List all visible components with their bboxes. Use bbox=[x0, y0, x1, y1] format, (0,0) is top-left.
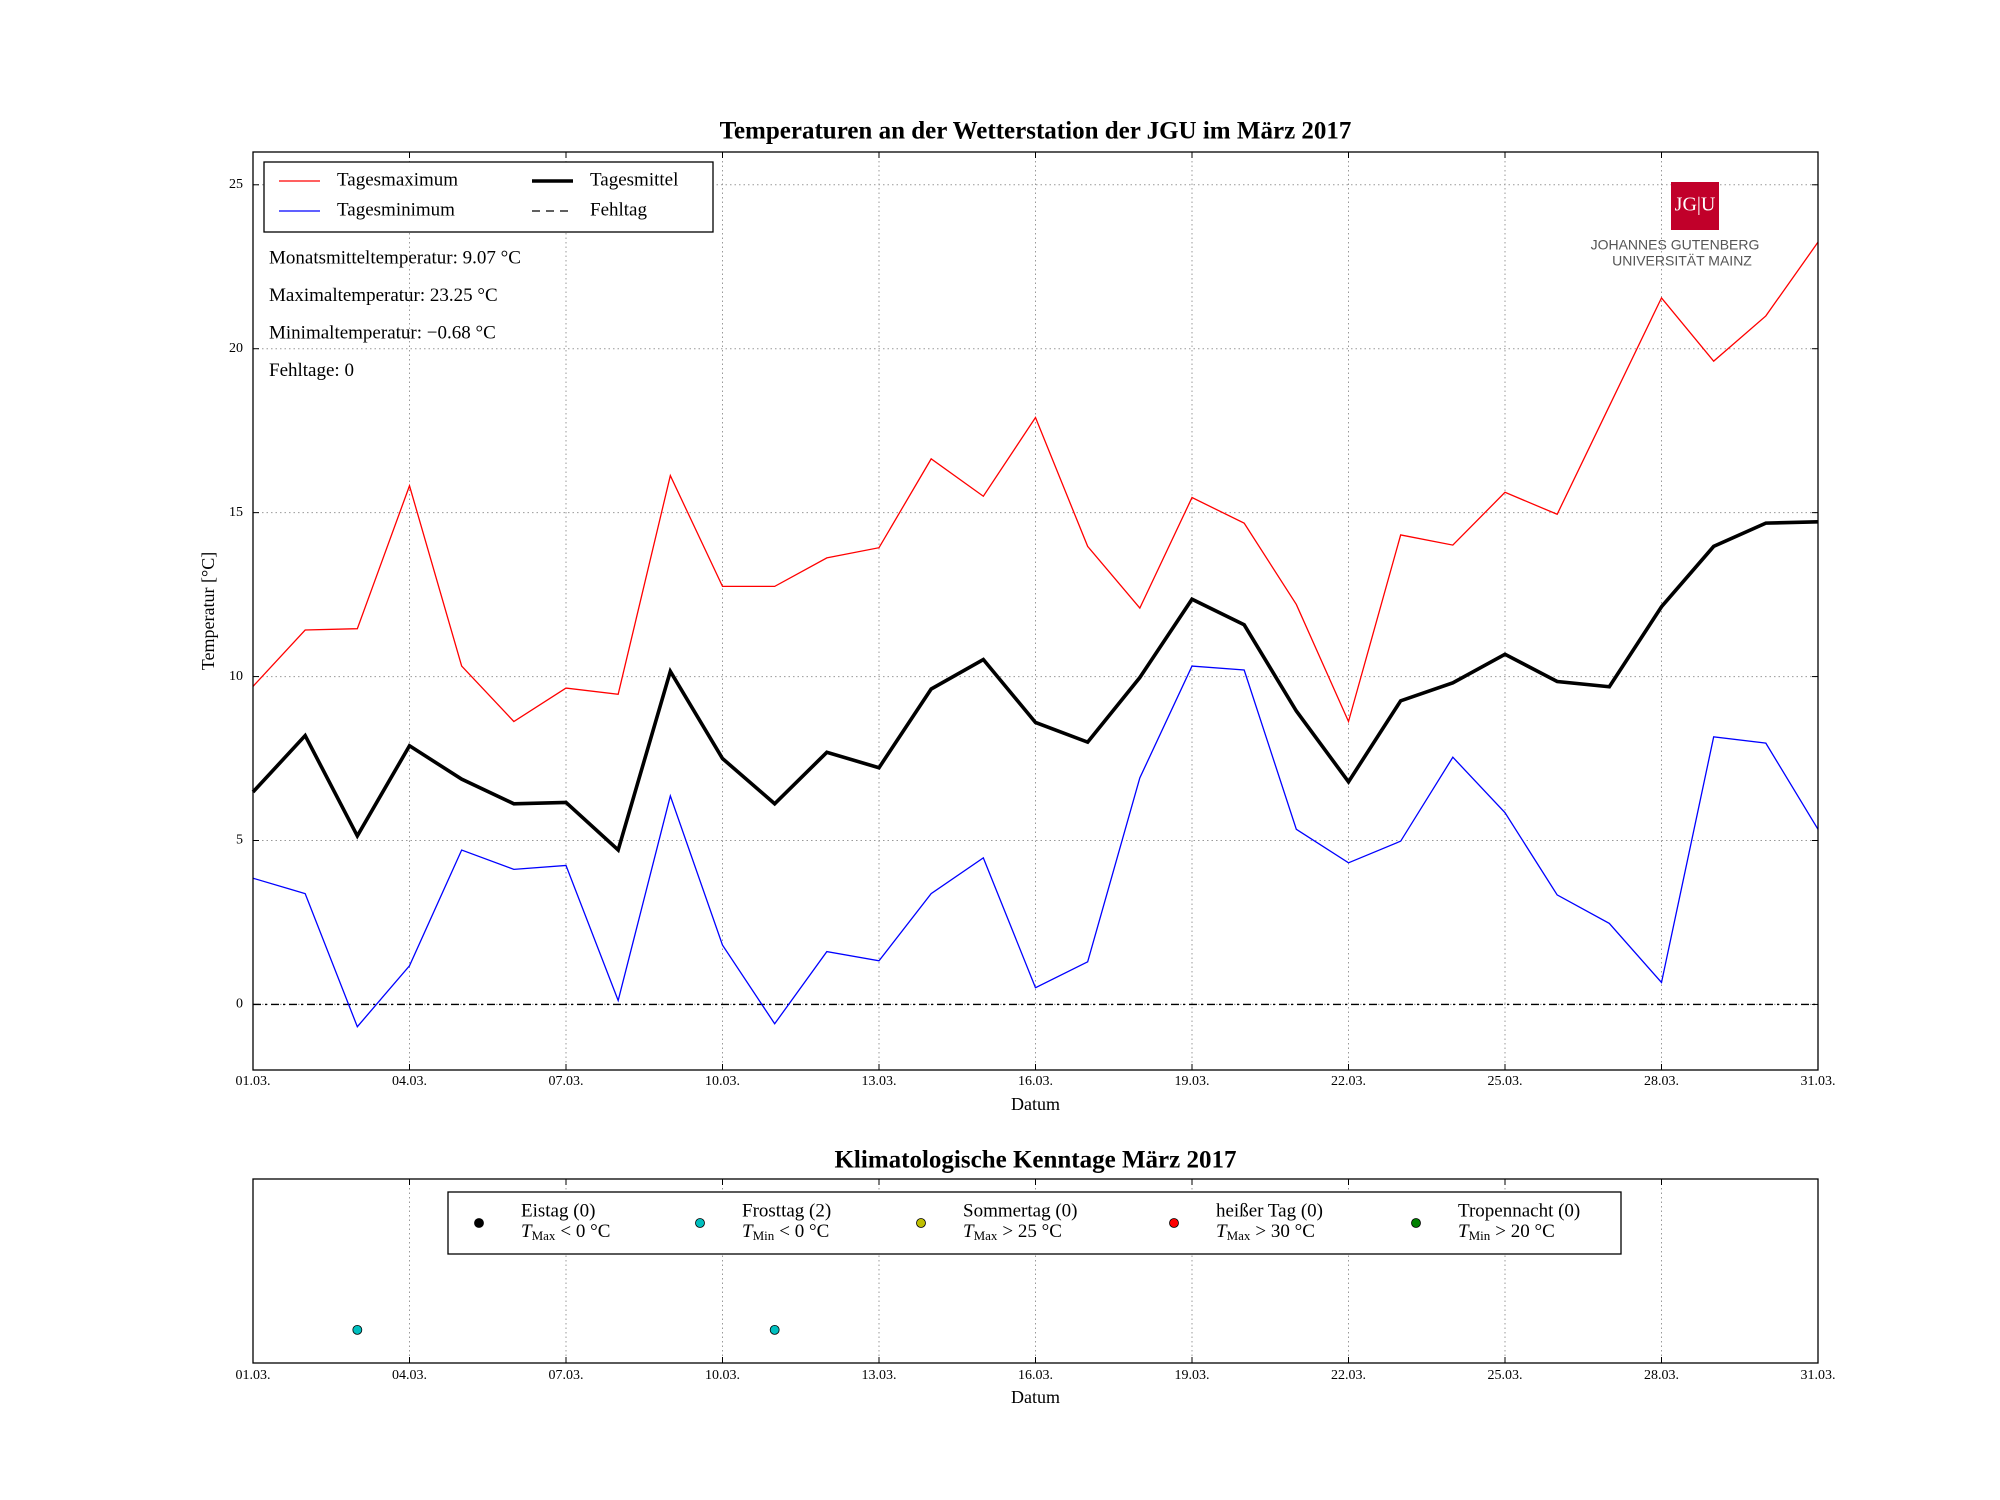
legend-condition: TMin > 20 °C bbox=[1458, 1221, 1555, 1243]
legend-label: Eistag (0) bbox=[521, 1200, 595, 1221]
x-tick-label: 19.03. bbox=[1175, 1368, 1210, 1383]
logo-line2: UNIVERSITÄT MAINZ bbox=[1612, 253, 1752, 269]
condition-sub: Min bbox=[1469, 1228, 1491, 1243]
condition-symbol: T bbox=[521, 1221, 533, 1242]
x-tick-label: 22.03. bbox=[1331, 1074, 1366, 1089]
series-line bbox=[251, 520, 1819, 854]
y-tick-label: 10 bbox=[229, 669, 243, 684]
x-tick-label: 25.03. bbox=[1488, 1074, 1523, 1089]
condition-symbol: T bbox=[1216, 1221, 1228, 1242]
legend-label: Fehltag bbox=[590, 199, 647, 220]
condition-rel: < 0 °C bbox=[560, 1221, 610, 1242]
y-tick-label: 0 bbox=[236, 997, 243, 1012]
legend-box bbox=[447, 1191, 1622, 1255]
legend-label: heißer Tag (0) bbox=[1216, 1200, 1323, 1221]
series-line bbox=[252, 241, 1819, 724]
x-tick-label: 16.03. bbox=[1018, 1368, 1053, 1383]
x-tick-label: 19.03. bbox=[1175, 1074, 1210, 1089]
x-tick-label: 22.03. bbox=[1331, 1368, 1366, 1383]
x-tick-label: 10.03. bbox=[705, 1368, 740, 1383]
condition-rel: > 30 °C bbox=[1255, 1221, 1315, 1242]
legend-marker bbox=[916, 1218, 926, 1228]
legend-marker bbox=[1169, 1218, 1179, 1228]
x-tick-label: 04.03. bbox=[392, 1368, 427, 1383]
x-tick-label: 07.03. bbox=[549, 1074, 584, 1089]
legend-label: Frosttag (2) bbox=[742, 1200, 831, 1221]
condition-rel: > 25 °C bbox=[1002, 1221, 1062, 1242]
legend-box bbox=[263, 161, 714, 233]
legend-condition: TMax < 0 °C bbox=[521, 1221, 610, 1243]
x-tick-label: 28.03. bbox=[1644, 1368, 1679, 1383]
condition-rel: < 0 °C bbox=[779, 1221, 829, 1242]
x-tick-label: 10.03. bbox=[705, 1074, 740, 1089]
legend-condition: TMax > 30 °C bbox=[1216, 1221, 1315, 1243]
x-tick-label: 01.03. bbox=[236, 1074, 271, 1089]
x-tick-label: 31.03. bbox=[1801, 1074, 1836, 1089]
logo-mark-bg bbox=[1671, 182, 1719, 230]
legend-label: Tropennacht (0) bbox=[1458, 1200, 1580, 1221]
y-tick-label: 20 bbox=[229, 341, 243, 356]
condition-sub: Max bbox=[1227, 1228, 1251, 1243]
condition-symbol: T bbox=[742, 1221, 754, 1242]
y-tick-label: 5 bbox=[236, 833, 243, 848]
legend-label: Tagesmaximum bbox=[337, 169, 458, 190]
x-tick-label: 04.03. bbox=[392, 1074, 427, 1089]
logo-line1: JOHANNES GUTENBERG bbox=[1591, 237, 1760, 253]
chart-title: Klimatologische Kenntage März 2017 bbox=[834, 1147, 1236, 1174]
legend-marker bbox=[695, 1218, 705, 1228]
condition-symbol: T bbox=[1458, 1221, 1470, 1242]
condition-symbol: T bbox=[963, 1221, 975, 1242]
condition-rel: > 20 °C bbox=[1495, 1221, 1555, 1242]
x-tick-label: 07.03. bbox=[549, 1368, 584, 1383]
x-axis-label: Datum bbox=[1011, 1387, 1060, 1407]
condition-sub: Max bbox=[532, 1228, 556, 1243]
legend-label: Sommertag (0) bbox=[963, 1200, 1078, 1221]
x-axis-label: Datum bbox=[1011, 1094, 1060, 1114]
y-tick-label: 15 bbox=[229, 505, 243, 520]
point bbox=[769, 1324, 780, 1335]
x-tick-label: 28.03. bbox=[1644, 1074, 1679, 1089]
annotation: Minimaltemperatur: −0.68 °C bbox=[269, 322, 496, 343]
plot-frame bbox=[252, 1178, 1819, 1364]
point bbox=[352, 1324, 363, 1335]
legend-label: Tagesmittel bbox=[590, 169, 678, 190]
condition-sub: Min bbox=[753, 1228, 775, 1243]
x-tick-label: 13.03. bbox=[862, 1074, 897, 1089]
chart-title: Temperaturen an der Wetterstation der JG… bbox=[720, 118, 1352, 145]
legend-label: Tagesminimum bbox=[337, 199, 455, 220]
legend-marker bbox=[474, 1218, 484, 1228]
y-tick-label: 25 bbox=[229, 177, 243, 192]
x-tick-label: 16.03. bbox=[1018, 1074, 1053, 1089]
condition-sub: Max bbox=[974, 1228, 998, 1243]
series-line bbox=[252, 665, 1819, 1028]
annotation: Maximaltemperatur: 23.25 °C bbox=[269, 285, 498, 306]
legend-condition: TMin < 0 °C bbox=[742, 1221, 829, 1243]
x-tick-label: 01.03. bbox=[236, 1368, 271, 1383]
plot-frame bbox=[252, 151, 1819, 1071]
x-tick-label: 25.03. bbox=[1488, 1368, 1523, 1383]
annotation: Monatsmitteltemperatur: 9.07 °C bbox=[269, 247, 521, 268]
annotation: Fehltage: 0 bbox=[269, 360, 354, 381]
x-tick-label: 13.03. bbox=[862, 1368, 897, 1383]
logo-mark: JG|U bbox=[1675, 194, 1716, 216]
x-tick-label: 31.03. bbox=[1801, 1368, 1836, 1383]
legend-marker bbox=[1411, 1218, 1421, 1228]
legend-condition: TMax > 25 °C bbox=[963, 1221, 1062, 1243]
y-axis-label: Temperatur [°C] bbox=[198, 552, 218, 670]
